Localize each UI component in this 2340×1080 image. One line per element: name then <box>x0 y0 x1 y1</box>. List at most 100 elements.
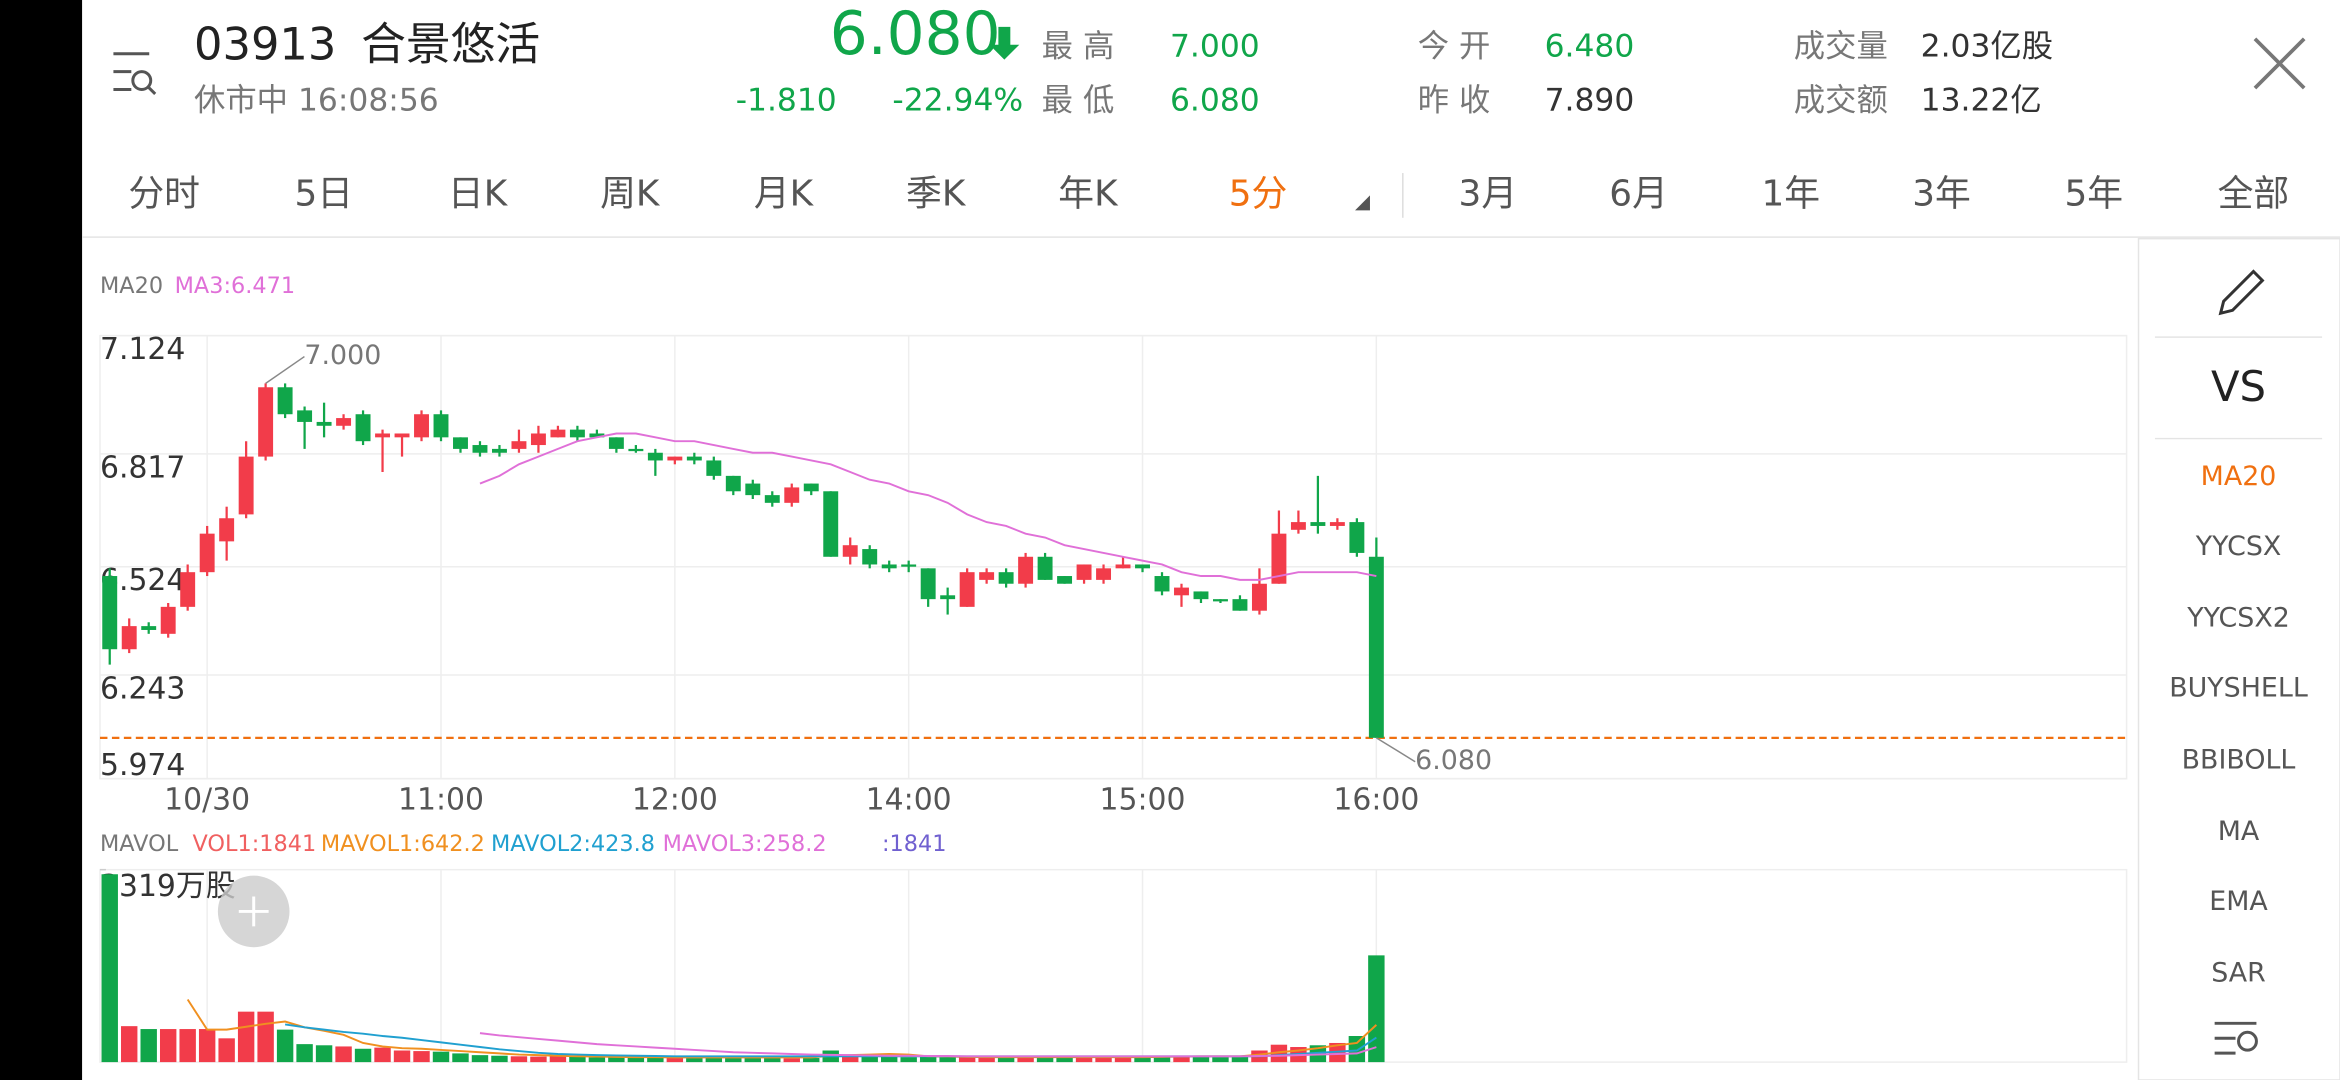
candle-body <box>355 414 371 442</box>
tab-dropdown[interactable] <box>1355 195 1370 211</box>
candle-body <box>686 456 702 461</box>
volume-bar <box>705 1057 723 1063</box>
side-menu-item[interactable]: YYCSX2 <box>2186 603 2290 634</box>
tab[interactable]: 3月 <box>1459 173 1518 214</box>
high-label: 最 高 <box>1042 29 1115 65</box>
volume-bar <box>608 1057 625 1063</box>
tab[interactable]: 月K <box>754 173 815 214</box>
plot-frame <box>99 334 2128 780</box>
candle-body <box>706 460 722 476</box>
volume-bar <box>510 1056 528 1063</box>
volume-bar <box>198 1029 216 1063</box>
tab[interactable]: 周K <box>600 173 661 214</box>
candle-body <box>667 456 683 461</box>
tab[interactable]: 5日 <box>295 173 354 214</box>
candle-body <box>647 452 663 461</box>
tab[interactable]: 全部 <box>2218 173 2290 214</box>
legend-entry: VOL1:1841 <box>193 831 317 857</box>
side-menu-item[interactable]: MA <box>2218 816 2260 847</box>
volume-bar <box>1368 955 1385 1063</box>
candle-body <box>414 414 429 438</box>
side-menu-item[interactable]: BUYSHELL <box>2169 673 2308 704</box>
volume-bar <box>1153 1056 1171 1063</box>
candle-body <box>1310 522 1326 526</box>
volume-bar <box>237 1011 255 1063</box>
side-menu-item[interactable]: EMA <box>2209 886 2268 917</box>
y-tick-label: 6.817 <box>100 450 185 485</box>
ma-legend: MA3:6.471 <box>175 273 295 299</box>
close-button[interactable] <box>2253 37 2306 90</box>
side-menu-item[interactable]: VS <box>2211 362 2266 411</box>
candle-body <box>589 433 605 438</box>
candle-body <box>1290 522 1306 530</box>
volume-bar <box>315 1045 333 1063</box>
candle-body <box>920 568 936 600</box>
candle-body <box>219 518 235 542</box>
tab[interactable]: 年K <box>1058 173 1119 214</box>
candle-body <box>823 491 839 557</box>
candle-body <box>316 421 332 426</box>
candle-body <box>764 495 780 503</box>
volume-bar <box>900 1057 917 1063</box>
volume-bar <box>588 1057 606 1063</box>
volume-bar <box>393 1050 411 1063</box>
tab[interactable]: 5年 <box>2064 173 2123 214</box>
volume-bar <box>452 1053 469 1063</box>
price-change: -1.810 <box>736 82 837 118</box>
volume-bar <box>1095 1057 1112 1063</box>
annotation-leader <box>265 355 305 385</box>
volume-value: 2.03亿股 <box>1921 29 2053 65</box>
add-button[interactable] <box>217 875 290 948</box>
volume-bar <box>491 1055 508 1063</box>
candle-body <box>881 564 897 569</box>
tab[interactable]: 日K <box>448 173 509 214</box>
volume-bar <box>1192 1056 1210 1063</box>
open-label: 今 开 <box>1418 29 1491 65</box>
y-tick-label: 3319万股 <box>100 869 236 904</box>
candle-body <box>862 549 878 565</box>
candle-body <box>979 572 995 580</box>
candle-body <box>1057 576 1073 584</box>
candle-body <box>511 441 527 449</box>
volume-bar <box>530 1056 547 1063</box>
candle-body <box>1193 591 1209 600</box>
candle-body <box>1115 564 1131 569</box>
turnover-label: 成交额 <box>1794 82 1888 118</box>
x-tick-label: 10/30 <box>164 783 250 818</box>
low-value: 6.080 <box>1170 82 1260 118</box>
volume-bar <box>666 1057 684 1063</box>
menu-button[interactable] <box>113 52 157 96</box>
candle-body <box>1271 533 1287 584</box>
candle-body <box>121 626 137 650</box>
tab[interactable]: 5分 <box>1229 173 1288 214</box>
prev-close-value: 7.890 <box>1545 82 1635 118</box>
indicator-settings[interactable] <box>2214 1021 2258 1055</box>
volume-bar <box>939 1057 956 1063</box>
side-menu-item[interactable]: SAR <box>2211 958 2266 989</box>
draw-tool[interactable] <box>2218 269 2265 316</box>
low-label: 最 低 <box>1042 82 1115 118</box>
market-status: 休市中 16:08:56 <box>194 82 439 118</box>
side-menu-item[interactable]: BBIBOLL <box>2182 744 2296 775</box>
volume-bar <box>647 1057 664 1063</box>
candle-body <box>569 429 585 438</box>
volume-bar <box>744 1058 761 1063</box>
side-menu-item[interactable]: YYCSX <box>2195 531 2282 562</box>
tab[interactable]: 3年 <box>1912 173 1971 214</box>
candle-body <box>141 626 157 630</box>
volume-bar <box>1134 1057 1151 1063</box>
candle-body <box>1154 576 1170 592</box>
side-menu-item[interactable]: MA20 <box>2201 461 2277 492</box>
open-value: 6.480 <box>1545 29 1635 65</box>
candle-body <box>959 572 975 607</box>
tab[interactable]: 分时 <box>128 173 200 214</box>
tab[interactable]: 1年 <box>1762 173 1821 214</box>
tab[interactable]: 6月 <box>1609 173 1668 214</box>
candle-body <box>238 456 254 515</box>
price-change-pct: -22.94% <box>892 82 1023 118</box>
tab[interactable]: 季K <box>906 173 967 214</box>
volume-bar <box>1036 1057 1054 1063</box>
candle-body <box>492 448 507 453</box>
stock-code: 03913 <box>194 18 336 71</box>
x-tick-label: 16:00 <box>1333 783 1419 818</box>
